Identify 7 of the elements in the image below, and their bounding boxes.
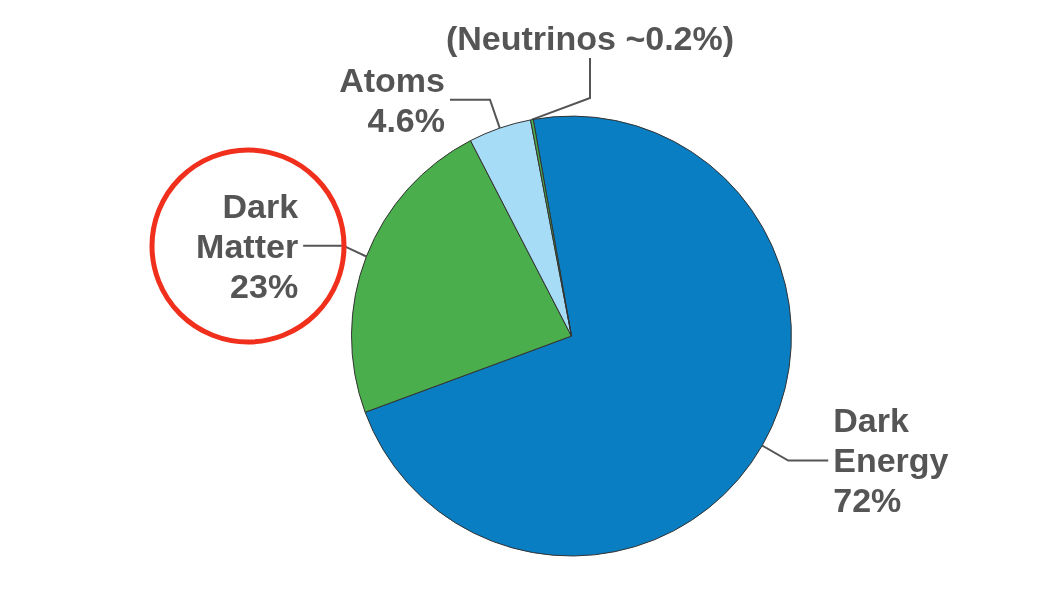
data-label: (Neutrinos ~0.2%) xyxy=(445,19,735,57)
data-label: 23% xyxy=(230,266,299,305)
slice-label: Dark Energy xyxy=(833,401,949,480)
data-label: 72% xyxy=(833,481,902,520)
slice-label: Atoms xyxy=(339,60,445,99)
data-label: 4.6% xyxy=(367,100,445,139)
slice-label: Dark Matter xyxy=(196,186,299,265)
